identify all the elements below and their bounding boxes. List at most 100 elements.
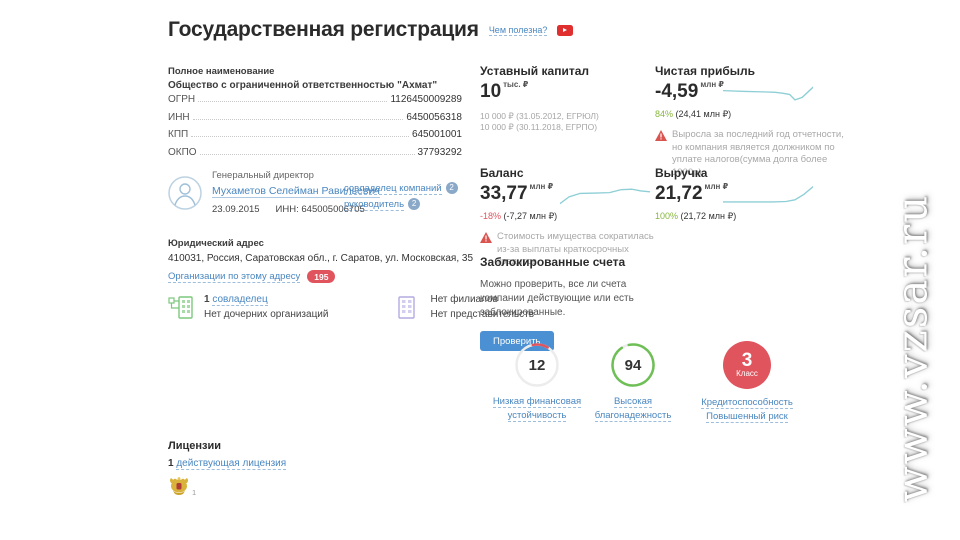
- branches-line: Нет филиалов: [430, 294, 498, 305]
- net-profit-sparkline: [723, 86, 813, 101]
- legal-address-block: Юридический адрес 410031, Россия, Сарато…: [168, 238, 488, 283]
- table-row: КПП 645001001: [168, 129, 462, 147]
- balance-value: 33,77: [480, 183, 528, 204]
- net-profit-warning: Выросла за последний год отчетности, но …: [655, 129, 850, 179]
- net-profit-change: 84% (24,41 млн ₽): [655, 109, 855, 120]
- branches-column: Нет филиалов Нет представительств: [394, 292, 534, 322]
- reliability-link[interactable]: Высокая благонадежность: [594, 396, 672, 422]
- avatar: [168, 176, 202, 210]
- score-value: 12: [528, 356, 546, 374]
- registry-value: 645001001: [411, 129, 462, 140]
- company-structure-row: 1 совладелец Нет дочерних организаций Не…: [168, 292, 598, 322]
- capital-value: 10: [480, 81, 502, 102]
- orgs-at-address-link[interactable]: Организации по этому адресу: [168, 270, 301, 283]
- address-label: Юридический адрес: [168, 238, 264, 249]
- revenue-card: Выручка 21,72 млн ₽ 100% (21,72 млн ₽): [655, 166, 855, 222]
- check-button[interactable]: Проверить: [480, 331, 554, 351]
- useful-link[interactable]: Чем полезна?: [488, 24, 548, 36]
- capital-title: Уставный капитал: [480, 64, 589, 78]
- balance-title: Баланс: [480, 166, 524, 180]
- financial-stability-link[interactable]: Низкая финансовая устойчивость: [492, 396, 582, 422]
- director-block: Генеральный директор Мухаметов Селейман …: [168, 168, 508, 226]
- director-date: 23.09.2015: [212, 204, 260, 215]
- head-row: руководитель 2: [344, 197, 458, 213]
- branches-building-icon: [398, 296, 416, 319]
- coowner-companies-link[interactable]: совладелец компаний: [344, 183, 442, 195]
- net-profit-warning-text: Выросла за последний год отчетности, но …: [672, 129, 844, 178]
- revenue-value: 21,72: [655, 183, 703, 204]
- owners-count: 1: [204, 294, 210, 305]
- registry-value: 1126450009289: [390, 94, 462, 105]
- blocked-accounts-title: Заблокированные счета: [480, 255, 626, 269]
- subsidiaries-line: Нет дочерних организаций: [204, 309, 329, 320]
- coowner-link[interactable]: совладелец: [212, 294, 268, 306]
- revenue-sparkline: [723, 186, 813, 203]
- gauge-ring: [611, 343, 655, 387]
- licenses-block: Лицензии 1 действующая лицензия 1: [168, 440, 368, 497]
- blocked-accounts-block: Заблокированные счета Можно проверить, в…: [480, 255, 658, 351]
- score-value: 94: [624, 356, 642, 374]
- warning-icon: [655, 130, 667, 141]
- revenue-change-pct: 100%: [655, 211, 679, 221]
- balance-warning: Стоимость имущества сократилась из-за вы…: [480, 231, 660, 269]
- licenses-line: 1 действующая лицензия: [168, 458, 368, 470]
- registry-label: КПП: [168, 129, 189, 140]
- registry-label: ОКПО: [168, 146, 197, 158]
- page-title: Государственная регистрация: [168, 18, 479, 41]
- company-fullname-block: Полное наименование Общество с ограничен…: [168, 66, 462, 91]
- revenue-change: 100% (21,72 млн ₽): [655, 211, 855, 222]
- page-header: Государственная регистрация Чем полезна?: [168, 18, 574, 42]
- balance-card: Баланс 33,77 млн ₽ -18% (-7,27 млн ₽) Сто…: [480, 166, 654, 269]
- watermark: www.vzsar.ru: [887, 193, 937, 503]
- capital-history-2: 10 000 ₽ (30.11.2018, ЕГРПО): [480, 122, 598, 132]
- licenses-title: Лицензии: [168, 440, 221, 452]
- company-name: Общество с ограниченной ответственностью…: [168, 80, 438, 91]
- balance-change-pct: -18%: [480, 211, 502, 221]
- registry-table: ОГРН 1126450009289 ИНН 6450056318 КПП 64…: [168, 94, 462, 164]
- active-license-link[interactable]: действующая лицензия: [176, 458, 287, 470]
- creditworthiness-score: 3 Класс Кредитоспособность Повышенный рис…: [681, 341, 813, 423]
- capital-history-1: 10 000 ₽ (31.05.2012, ЕГРЮЛ): [480, 111, 599, 121]
- dotted-leader: [199, 153, 415, 155]
- net-profit-value: -4,59: [655, 81, 699, 102]
- balance-change: -18% (-7,27 млн ₽): [480, 211, 652, 222]
- head-link[interactable]: руководитель: [344, 199, 405, 211]
- coowner-count-badge: 2: [445, 182, 458, 195]
- score-sublabel: Класс: [736, 369, 758, 378]
- revenue-unit: млн ₽: [704, 182, 729, 191]
- creditworthiness-link[interactable]: Кредитоспособность Повышенный риск: [701, 397, 793, 423]
- dotted-leader: [192, 118, 404, 120]
- financial-stability-gauge: 12: [514, 342, 560, 388]
- director-position: Генеральный директор: [212, 170, 314, 181]
- license-coat-of-arms-icon[interactable]: [168, 475, 190, 497]
- capital-card: Уставный капитал 10 тыс. ₽ 10 000 ₽ (31.0…: [480, 64, 648, 133]
- owners-line: 1 совладелец: [204, 292, 328, 307]
- license-icon-badge: 1: [192, 488, 197, 497]
- registry-value: 6450056318: [406, 111, 462, 123]
- head-count-badge: 2: [408, 198, 421, 211]
- youtube-icon[interactable]: [557, 24, 574, 36]
- owners-column: 1 совладелец Нет дочерних организаций: [168, 292, 328, 322]
- coowner-row: совладелец компаний 2: [344, 181, 458, 197]
- revenue-change-detail: (21,72 млн ₽): [680, 211, 737, 221]
- director-name-link[interactable]: Мухаметов Селейман Равильевич: [212, 185, 380, 198]
- score-value: 3: [741, 350, 753, 371]
- registry-label: ОГРН: [168, 94, 196, 105]
- warning-icon: [480, 232, 492, 243]
- table-row: ОКПО 37793292: [168, 147, 462, 165]
- net-profit-change-detail: (24,41 млн ₽): [675, 109, 732, 119]
- balance-unit: млн ₽: [529, 182, 554, 191]
- revenue-title: Выручка: [655, 166, 708, 180]
- coowner-building-icon: [168, 296, 193, 319]
- table-row: ОГРН 1126450009289: [168, 94, 462, 112]
- dotted-leader: [198, 101, 388, 102]
- reliability-score: 94 Высокая благонадежность: [573, 342, 693, 422]
- gauge-ring: [515, 343, 559, 387]
- address-value: 410031, Россия, Саратовская обл., г. Сар…: [168, 253, 474, 264]
- credit-class-circle: 3 Класс: [723, 341, 771, 389]
- balance-warning-text: Стоимость имущества сократилась из-за вы…: [497, 231, 654, 267]
- representatives-line: Нет представительств: [430, 309, 535, 320]
- registry-label: ИНН: [168, 111, 190, 123]
- license-count: 1: [168, 458, 174, 469]
- table-row: ИНН 6450056318: [168, 112, 462, 130]
